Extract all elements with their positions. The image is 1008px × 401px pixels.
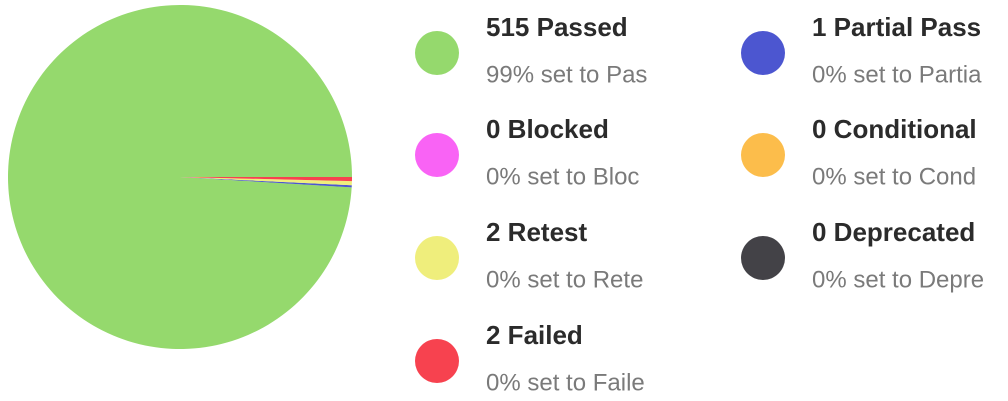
legend-title: 0 Deprecated <box>812 217 975 247</box>
legend-swatch <box>415 236 459 280</box>
legend-swatch <box>741 236 785 280</box>
legend-title: 2 Failed <box>486 320 583 350</box>
legend-title: 0 Blocked <box>486 114 609 144</box>
legend-caption: 0% set to Depre <box>812 266 984 293</box>
legend-title: 1 Partial Pass <box>812 12 981 42</box>
pie-slice <box>180 177 352 182</box>
legend-title: 515 Passed <box>486 12 628 42</box>
legend-caption: 0% set to Cond <box>812 163 976 190</box>
legend-swatch <box>741 133 785 177</box>
legend-swatch <box>741 31 785 75</box>
pie-slice <box>180 177 352 186</box>
legend-swatch <box>415 133 459 177</box>
pie-slice <box>7 4 352 349</box>
pie-slice <box>180 177 352 188</box>
legend-caption: 99% set to Pas <box>486 61 647 88</box>
legend-caption: 0% set to Faile <box>486 369 645 396</box>
legend-caption: 0% set to Rete <box>486 266 643 293</box>
legend-caption: 0% set to Bloc <box>486 163 639 190</box>
legend-swatch <box>415 339 459 383</box>
legend-title: 0 Conditional <box>812 114 977 144</box>
legend-swatch <box>415 31 459 75</box>
legend-title: 2 Retest <box>486 217 587 247</box>
legend-caption: 0% set to Partia <box>812 61 982 88</box>
